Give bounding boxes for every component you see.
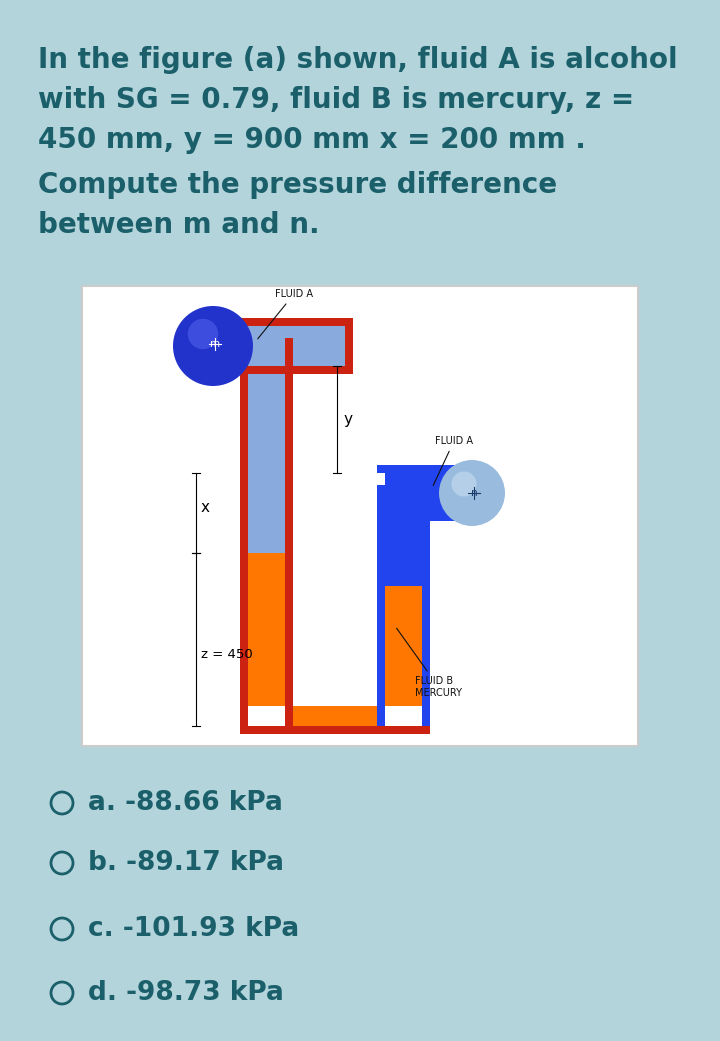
- Text: a. -88.66 kPa: a. -88.66 kPa: [88, 790, 283, 816]
- Text: FLUID A: FLUID A: [258, 289, 313, 338]
- Circle shape: [439, 460, 505, 526]
- Bar: [285, 338, 293, 734]
- Text: FLUID A: FLUID A: [433, 436, 473, 485]
- Text: b. -89.17 kPa: b. -89.17 kPa: [88, 850, 284, 875]
- Text: y: y: [343, 412, 352, 427]
- Circle shape: [188, 319, 218, 349]
- Text: d. -98.73 kPa: d. -98.73 kPa: [88, 980, 284, 1006]
- Bar: [240, 366, 345, 374]
- Text: Compute the pressure difference: Compute the pressure difference: [38, 171, 557, 199]
- Text: n: n: [471, 488, 477, 498]
- Bar: [377, 485, 385, 734]
- Bar: [285, 706, 385, 726]
- Bar: [240, 318, 345, 326]
- Bar: [385, 473, 480, 513]
- Text: z = 450: z = 450: [201, 648, 253, 661]
- Bar: [480, 465, 488, 520]
- Text: FLUID B
MERCURY: FLUID B MERCURY: [397, 629, 462, 697]
- Bar: [240, 338, 248, 734]
- Circle shape: [451, 472, 477, 497]
- Bar: [422, 485, 430, 734]
- Text: between m and n.: between m and n.: [38, 211, 320, 239]
- Bar: [385, 493, 422, 586]
- Bar: [345, 318, 353, 374]
- Text: m: m: [210, 339, 220, 349]
- Bar: [285, 726, 385, 734]
- Bar: [248, 553, 285, 706]
- Bar: [240, 726, 293, 734]
- FancyBboxPatch shape: [82, 286, 638, 746]
- Text: In the figure (a) shown, fluid A is alcohol: In the figure (a) shown, fluid A is alco…: [38, 46, 678, 74]
- Bar: [377, 465, 480, 473]
- Bar: [248, 326, 345, 366]
- Text: c. -101.93 kPa: c. -101.93 kPa: [88, 916, 300, 942]
- Circle shape: [173, 306, 253, 386]
- Text: 450 mm, y = 900 mm x = 200 mm .: 450 mm, y = 900 mm x = 200 mm .: [38, 126, 586, 154]
- Bar: [377, 513, 480, 520]
- Bar: [248, 346, 285, 553]
- Bar: [385, 586, 422, 706]
- Bar: [377, 726, 430, 734]
- Text: with SG = 0.79, fluid B is mercury, z =: with SG = 0.79, fluid B is mercury, z =: [38, 86, 634, 115]
- Text: x: x: [201, 501, 210, 515]
